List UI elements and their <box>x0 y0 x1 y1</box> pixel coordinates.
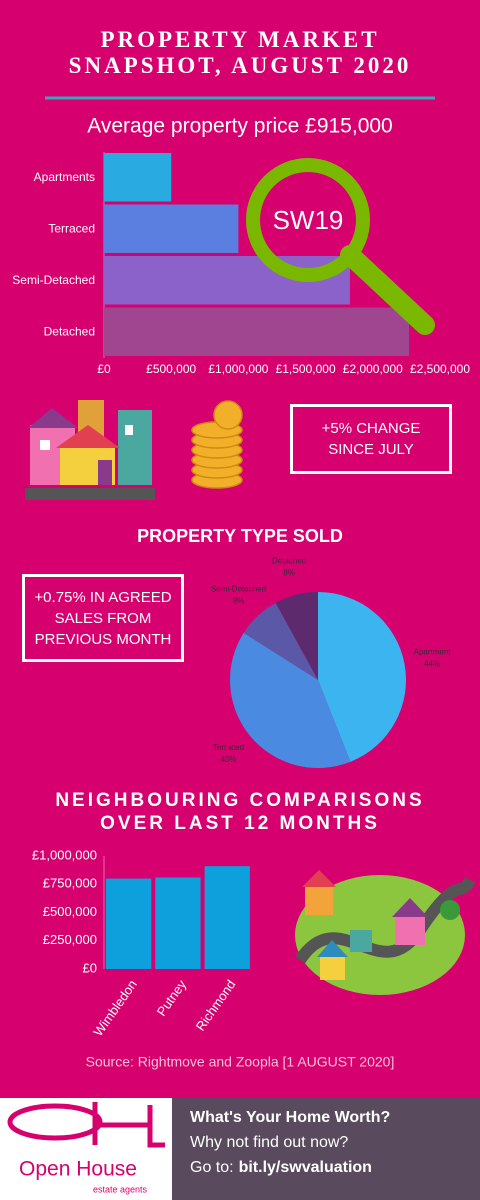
logo-h <box>92 1102 165 1148</box>
title-line: PROPERTY MARKET <box>100 27 380 52</box>
value-label: 8% <box>233 596 245 605</box>
building <box>118 410 152 485</box>
logo-mark <box>7 1102 165 1148</box>
x-tick-label: Richmond <box>193 977 239 1034</box>
value-label: 40% <box>220 755 236 764</box>
slice-label: Detached <box>272 557 306 566</box>
magnifier-ring <box>246 158 370 282</box>
x-tick-label: £2,500,000 <box>410 362 470 376</box>
cta-panel <box>172 1098 480 1200</box>
pie-slice <box>230 632 351 768</box>
annotation: SW19 <box>273 205 344 235</box>
bar <box>106 878 152 969</box>
chart-title-line: NEIGHBOURING COMPARISONS <box>55 790 425 811</box>
roof <box>28 408 78 428</box>
y-tick-label: Detached <box>44 324 95 338</box>
title-line: SNAPSHOT, AUGUST 2020 <box>68 53 412 78</box>
window <box>125 425 133 435</box>
source: Source: Rightmove and Zoopla [1 AUGUST 2… <box>86 1054 395 1070</box>
neighbourhood-illustration <box>295 870 476 995</box>
houses-illustration <box>25 400 155 500</box>
street <box>25 488 155 500</box>
x-tick-label: £1,500,000 <box>276 362 336 376</box>
roof <box>317 940 348 957</box>
x-tick-label: Wimbledon <box>90 977 140 1039</box>
house <box>350 930 372 952</box>
roof <box>392 898 428 917</box>
bar <box>204 866 250 969</box>
callout: +5% CHANGE SINCE JULY <box>290 404 452 474</box>
logo-tagline: estate agents <box>93 1184 148 1194</box>
chart-title: PROPERTY TYPE SOLD <box>137 526 343 546</box>
chart-title-line: OVER LAST 12 MONTHS <box>100 813 380 834</box>
value-label: 44% <box>424 659 440 668</box>
link-prefix: Go to: <box>190 1159 234 1176</box>
door <box>98 460 112 485</box>
house <box>395 915 425 945</box>
x-tick-label: £1,000,000 <box>208 362 268 376</box>
logo-panel <box>0 1098 172 1200</box>
y-tick-label: £750,000 <box>43 876 97 891</box>
logo-o <box>7 1103 103 1141</box>
y-tick-label: Apartments <box>34 170 95 184</box>
roof <box>56 425 120 448</box>
cta-heading: What's Your Home Worth? <box>190 1109 390 1126</box>
chart-title: Average property price £915,000 <box>87 115 392 138</box>
x-tick-label: Putney <box>154 977 190 1019</box>
callout: +0.75% IN AGREED SALES FROM PREVIOUS MON… <box>22 574 184 662</box>
y-tick-label: £0 <box>83 960 97 975</box>
slice-label: Semi-Detached <box>211 584 266 593</box>
logo-name: Open House <box>19 1158 137 1181</box>
y-tick-label: £250,000 <box>43 932 97 947</box>
coins-illustration <box>191 400 243 489</box>
y-tick-label: Terraced <box>48 221 95 235</box>
link[interactable]: bit.ly/swvaluation <box>239 1159 372 1176</box>
roof <box>302 870 336 887</box>
y-tick-label: Semi-Detached <box>12 273 95 287</box>
magnifier-handle <box>340 245 435 335</box>
pie-slice <box>318 592 406 762</box>
pie-slice <box>275 592 318 680</box>
y-tick-label: £1,000,000 <box>32 847 97 862</box>
house <box>320 955 345 980</box>
y-tick-label: £500,000 <box>43 904 97 919</box>
window <box>40 440 50 450</box>
slice-label: Terraced <box>213 743 244 752</box>
x-tick-label: £0 <box>97 362 111 376</box>
cta-link: Go to: bit.ly/swvaluation <box>190 1159 372 1176</box>
tree <box>440 900 460 920</box>
bar <box>104 307 410 356</box>
pie-slice <box>243 602 318 680</box>
x-tick-label: £500,000 <box>146 362 196 376</box>
bar <box>104 153 172 202</box>
coin <box>213 400 243 430</box>
slice-label: Apartment <box>414 647 452 656</box>
x-tick-label: £2,000,000 <box>343 362 403 376</box>
cta-line: Why not find out now? <box>190 1134 348 1151</box>
bar <box>104 204 239 253</box>
value-label: 8% <box>283 569 295 578</box>
bar <box>155 877 201 969</box>
house <box>305 885 333 915</box>
